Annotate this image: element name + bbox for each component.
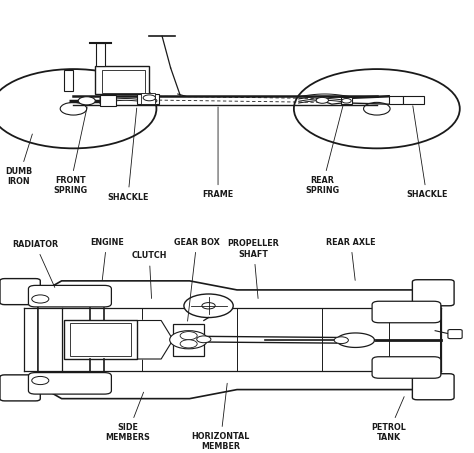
Bar — [64, 321, 137, 359]
Bar — [341, 97, 352, 104]
Circle shape — [78, 97, 95, 105]
Circle shape — [197, 336, 211, 342]
Circle shape — [316, 97, 328, 103]
Bar — [96, 43, 105, 66]
Bar — [141, 93, 155, 104]
Circle shape — [32, 376, 49, 385]
Text: DUMB
IRON: DUMB IRON — [5, 134, 33, 186]
Circle shape — [334, 337, 348, 344]
Bar — [70, 323, 131, 356]
Bar — [137, 94, 159, 103]
Circle shape — [60, 102, 87, 115]
Circle shape — [294, 69, 460, 149]
FancyBboxPatch shape — [372, 357, 441, 378]
Text: SIDE
MEMBERS: SIDE MEMBERS — [106, 392, 150, 442]
FancyBboxPatch shape — [0, 279, 40, 304]
Text: HORIZONTAL
MEMBER: HORIZONTAL MEMBER — [191, 383, 250, 451]
Text: GEAR BOX: GEAR BOX — [174, 238, 219, 321]
Circle shape — [180, 332, 197, 340]
Text: SHACKLE: SHACKLE — [107, 108, 149, 202]
Bar — [100, 95, 116, 106]
Circle shape — [32, 295, 49, 303]
Text: FRAME: FRAME — [202, 107, 234, 199]
Text: CLUTCH: CLUTCH — [132, 251, 167, 299]
Circle shape — [364, 102, 390, 115]
Text: PROPELLER
SHAFT: PROPELLER SHAFT — [228, 240, 280, 299]
FancyBboxPatch shape — [448, 330, 462, 339]
Text: SHACKLE: SHACKLE — [406, 106, 447, 199]
Circle shape — [180, 340, 197, 348]
Bar — [95, 66, 149, 94]
Circle shape — [184, 294, 233, 318]
FancyBboxPatch shape — [412, 374, 454, 400]
Text: FRONT
SPRING: FRONT SPRING — [53, 107, 87, 195]
Bar — [173, 324, 204, 356]
Bar — [64, 70, 73, 91]
Bar — [102, 70, 145, 93]
Text: REAR AXLE: REAR AXLE — [326, 238, 375, 280]
Circle shape — [342, 99, 351, 103]
Polygon shape — [337, 333, 374, 347]
FancyBboxPatch shape — [372, 301, 441, 323]
FancyBboxPatch shape — [0, 375, 40, 401]
FancyBboxPatch shape — [412, 280, 454, 306]
Text: RADIATOR: RADIATOR — [12, 240, 59, 287]
Bar — [389, 96, 403, 104]
Circle shape — [147, 99, 157, 103]
Circle shape — [202, 303, 215, 309]
Circle shape — [170, 331, 208, 349]
Polygon shape — [137, 321, 173, 359]
FancyBboxPatch shape — [28, 285, 111, 307]
Circle shape — [143, 95, 155, 101]
Text: PETROL
TANK: PETROL TANK — [371, 397, 406, 442]
Text: ENGINE: ENGINE — [90, 238, 124, 280]
Bar — [147, 97, 157, 104]
FancyBboxPatch shape — [28, 372, 111, 394]
Text: REAR
SPRING: REAR SPRING — [305, 106, 343, 195]
Circle shape — [0, 69, 156, 149]
Bar — [403, 96, 424, 104]
